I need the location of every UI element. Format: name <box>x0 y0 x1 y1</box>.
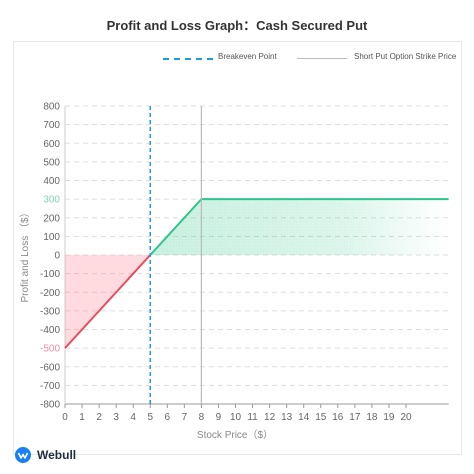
y-tick-label: -500 <box>40 344 60 355</box>
x-tick-label: 14 <box>298 412 310 423</box>
x-tick-label: 5 <box>147 412 153 423</box>
strike-legend-swatch <box>297 58 347 59</box>
y-tick-label: 200 <box>43 213 60 224</box>
breakeven-legend-swatch <box>163 58 213 60</box>
y-tick-label: -600 <box>40 362 60 373</box>
y-tick-label: -700 <box>40 381 60 392</box>
x-tick-label: 4 <box>130 412 136 423</box>
y-tick-label: -400 <box>40 325 60 336</box>
y-tick-label: 600 <box>43 139 60 150</box>
y-tick-label: -100 <box>40 269 60 280</box>
y-tick-label: -200 <box>40 288 60 299</box>
x-tick-label: 7 <box>182 412 188 423</box>
y-tick-label: 700 <box>43 120 60 131</box>
x-tick-label: 19 <box>383 412 395 423</box>
chart-title: Profit and Loss Graph：Cash Secured Put <box>106 18 368 33</box>
x-tick-label: 12 <box>264 412 276 423</box>
y-tick-label: 300 <box>43 195 60 206</box>
x-tick-label: 8 <box>199 412 205 423</box>
x-tick-label: 18 <box>366 412 378 423</box>
y-tick-label: 800 <box>43 102 60 113</box>
x-tick-label: 6 <box>165 412 171 423</box>
chart-frame <box>13 41 462 455</box>
y-tick-label: -800 <box>40 400 60 411</box>
strike-legend-label: Short Put Option Strike Price <box>354 52 457 61</box>
y-axis-label: Profit and Loss （$） <box>19 207 31 302</box>
y-tick-label: 0 <box>54 251 60 262</box>
webull-logo-icon <box>15 447 31 463</box>
x-tick-label: 11 <box>247 412 258 423</box>
y-tick-label: 500 <box>43 157 60 168</box>
brand-name: Webull <box>37 448 77 462</box>
x-tick-label: 9 <box>216 412 222 423</box>
x-tick-label: 16 <box>332 412 344 423</box>
x-tick-label: 0 <box>62 412 68 423</box>
x-tick-label: 10 <box>230 412 242 423</box>
loss-line <box>64 254 151 349</box>
x-tick-label: 2 <box>96 412 102 423</box>
y-tick-label: 100 <box>43 232 60 243</box>
x-tick-label: 13 <box>281 412 293 423</box>
x-tick-label: 1 <box>79 412 85 423</box>
x-tick-label: 3 <box>113 412 119 423</box>
y-tick-label: -300 <box>40 306 60 317</box>
x-axis-label: Stock Price（$） <box>197 429 273 441</box>
webull-logo: Webull <box>15 447 76 463</box>
x-tick-label: 20 <box>400 412 412 423</box>
x-tick-label: 15 <box>315 412 327 423</box>
profit-area-texture <box>150 199 449 255</box>
y-tick-label: 400 <box>43 176 60 187</box>
x-tick-label: 17 <box>349 412 361 423</box>
breakeven-legend-label: Breakeven Point <box>218 52 277 61</box>
